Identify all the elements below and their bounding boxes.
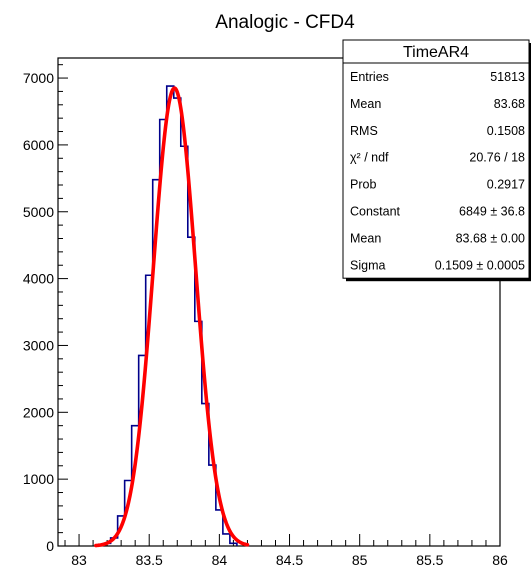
- histogram-bin: [223, 534, 230, 546]
- x-tick-label: 84.5: [276, 552, 303, 568]
- y-tick-label: 0: [46, 538, 54, 554]
- plot-area: 0 1000 2000 3000 4000 5000 6000 7000 83 83.5 84 84.…: [23, 57, 508, 568]
- stats-box-background: [342, 39, 530, 279]
- x-tick-label: 84: [212, 552, 228, 568]
- y-tick-label: 1000: [23, 471, 54, 487]
- stats-box: TimeAR4 Entries 51813 Mean 83.68 RMS 0.1508 χ² …: [342, 39, 531, 282]
- stats-value: 0.1509 ± 0.0005: [435, 258, 525, 272]
- stats-label: Entries: [350, 70, 389, 84]
- stats-box-title: TimeAR4: [403, 44, 469, 61]
- stats-label: Sigma: [350, 258, 385, 272]
- y-tick-label: 3000: [23, 337, 54, 353]
- y-tick-label: 6000: [23, 137, 54, 153]
- stats-value: 83.68 ± 0.00: [456, 231, 525, 245]
- histogram-bin: [188, 237, 195, 546]
- y-tick-label: 7000: [23, 70, 54, 86]
- y-tick-label: 4000: [23, 271, 54, 287]
- stats-label: Mean: [350, 231, 381, 245]
- stats-value: 0.2917: [487, 178, 525, 192]
- stats-value: 51813: [490, 70, 525, 84]
- histogram-bin: [181, 146, 188, 546]
- stats-value: 0.1508: [487, 124, 525, 138]
- x-tick-label: 85.5: [416, 552, 443, 568]
- stats-value: 20.76 / 18: [469, 151, 525, 165]
- x-tick-label: 83: [71, 552, 87, 568]
- chart-title: Analogic - CFD4: [215, 12, 355, 33]
- x-tick-label: 86: [492, 552, 508, 568]
- y-tick-label: 5000: [23, 204, 54, 220]
- stats-value: 6849 ± 36.8: [459, 204, 525, 218]
- stats-label: Constant: [350, 204, 401, 218]
- histogram-bin: [174, 98, 181, 546]
- gaussian-fit-line: [94, 86, 250, 548]
- histogram-bin: [167, 86, 174, 546]
- stats-label: RMS: [350, 124, 378, 138]
- y-tick-label: 2000: [23, 404, 54, 420]
- x-tick-label: 83.5: [136, 552, 163, 568]
- stats-label: χ² / ndf: [350, 151, 389, 165]
- stats-label: Mean: [350, 97, 381, 111]
- x-tick-label: 85: [352, 552, 368, 568]
- stats-value: 83.68: [494, 97, 525, 111]
- plot-frame: [57, 57, 501, 547]
- stats-label: Prob: [350, 178, 376, 192]
